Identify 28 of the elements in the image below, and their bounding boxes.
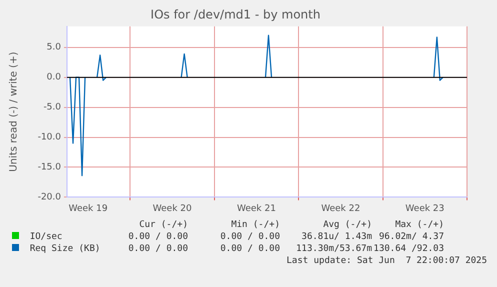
- y-axis-title: Units read (-) / write (+): [8, 52, 20, 172]
- text: 36.81u/ 1.43m: [300, 231, 372, 243]
- y-tick-label: -5.0: [43, 102, 62, 113]
- y-tick-label: -20.0: [38, 192, 62, 203]
- legend-label: IO/sec: [28, 231, 64, 243]
- x-tick-label: Week 19: [68, 204, 108, 214]
- text: 0.00 / 0.00: [127, 231, 188, 243]
- text: Min (-/+): [230, 219, 280, 231]
- legend-label: Req Size (KB): [28, 243, 102, 255]
- text: 0.00 / 0.00: [127, 243, 188, 255]
- x-tick-label: Week 23: [405, 204, 444, 214]
- text: 130.64 /92.03: [372, 243, 444, 255]
- y-tick-label: 0.0: [46, 72, 62, 83]
- text: 0.00 / 0.00: [219, 231, 280, 243]
- text: Max (-/+): [394, 219, 444, 231]
- text: Avg (-/+): [322, 219, 372, 231]
- text: 0.00 / 0.00: [219, 243, 280, 255]
- y-tick-label: -10.0: [38, 132, 62, 143]
- x-tick-label: Week 21: [236, 204, 276, 214]
- y-tick-label: 5.0: [46, 42, 62, 53]
- x-tick-label: Week 20: [152, 204, 192, 214]
- chart-title: IOs for /dev/md1 - by month: [150, 7, 320, 22]
- text: 96.02m/ 4.37: [378, 231, 444, 243]
- text: Last update: Sat Jun 7 22:00:07 2025: [286, 256, 487, 266]
- text: 113.30m/53.67m: [295, 243, 372, 255]
- text: Cur (-/+): [138, 219, 188, 231]
- y-tick-label: -15.0: [38, 162, 62, 173]
- x-tick-label: Week 22: [321, 204, 360, 214]
